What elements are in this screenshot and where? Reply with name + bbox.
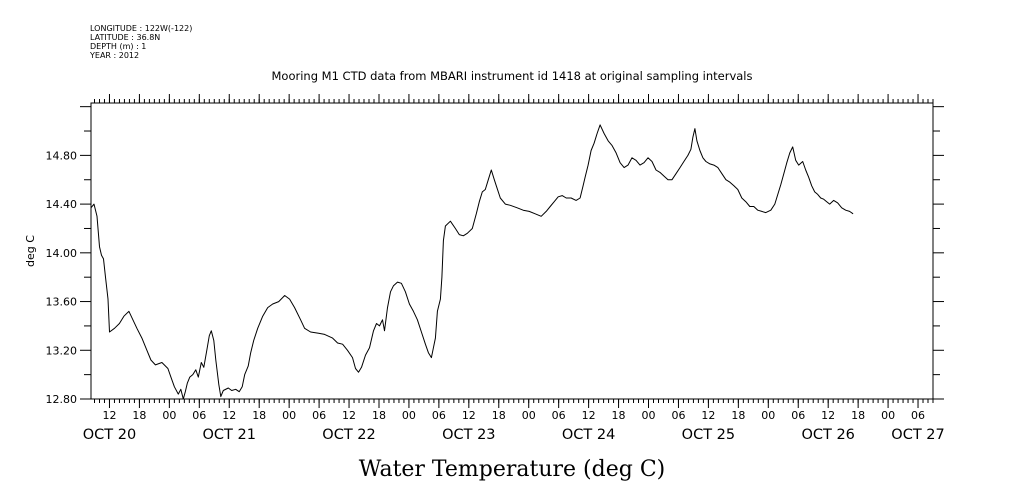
y-tick-label: 14.80: [46, 149, 78, 162]
x-tick-label: 00: [162, 409, 176, 422]
x-tick-label: 00: [402, 409, 416, 422]
x-tick-label: 12: [342, 409, 356, 422]
x-tick-label: 00: [282, 409, 296, 422]
metadata-longitude: LONGITUDE : 122W(-122): [90, 24, 192, 33]
y-tick-label: 12.80: [46, 393, 78, 406]
ticks-layer: [80, 94, 944, 408]
x-tick-label: 06: [552, 409, 566, 422]
y-tick-label: 13.60: [46, 296, 78, 309]
x-tick-label: 18: [492, 409, 506, 422]
x-tick-label: 06: [432, 409, 446, 422]
x-tick-label: 18: [372, 409, 386, 422]
x-date-label: OCT 22: [322, 427, 375, 443]
x-tick-label: 00: [881, 409, 895, 422]
x-tick-label: 12: [462, 409, 476, 422]
x-tick-label: 06: [911, 409, 925, 422]
y-axis-label: deg C: [24, 235, 37, 267]
x-tick-label: 00: [522, 409, 536, 422]
x-date-label: OCT 23: [442, 427, 495, 443]
x-tick-label: 12: [821, 409, 835, 422]
x-tick-label: 06: [192, 409, 206, 422]
x-tick-label: 12: [701, 409, 715, 422]
x-date-label: OCT 21: [203, 427, 256, 443]
x-tick-label: 12: [582, 409, 596, 422]
x-date-label: OCT 26: [801, 427, 854, 443]
metadata-latitude: LATITUDE : 36.8N: [90, 33, 160, 42]
x-tick-label: 06: [791, 409, 805, 422]
x-tick-label: 18: [851, 409, 865, 422]
x-date-label: OCT 25: [682, 427, 735, 443]
tick-labels-layer: 12 18 00 06 12 18 00 06 12 18 00 06 12 18 00 06 12 18 00 06…: [46, 149, 945, 443]
temperature-series-line: [90, 124, 854, 400]
plot-frame: [90, 102, 934, 400]
x-tick-label: 12: [222, 409, 236, 422]
x-tick-label: 00: [642, 409, 656, 422]
metadata-depth: DEPTH (m) : 1: [90, 42, 146, 51]
x-tick-label: 18: [252, 409, 266, 422]
metadata-block: LONGITUDE : 122W(-122) LATITUDE : 36.8N …: [89, 24, 192, 60]
x-date-label: OCT 20: [83, 427, 136, 443]
y-tick-label: 14.40: [46, 198, 78, 211]
x-tick-label: 12: [102, 409, 116, 422]
y-tick-label: 13.20: [46, 344, 78, 357]
x-tick-label: 18: [132, 409, 146, 422]
x-date-label: OCT 27: [891, 427, 944, 443]
x-tick-label: 18: [612, 409, 626, 422]
x-date-label: OCT 24: [562, 427, 615, 443]
x-tick-label: 18: [731, 409, 745, 422]
x-axis-label: Water Temperature (deg C): [359, 457, 666, 482]
chart-title: Mooring M1 CTD data from MBARI instrumen…: [272, 69, 753, 83]
metadata-year: YEAR : 2012: [89, 51, 139, 60]
y-tick-label: 14.00: [46, 247, 78, 260]
x-tick-label: 06: [671, 409, 685, 422]
x-tick-label: 00: [761, 409, 775, 422]
x-tick-label: 06: [312, 409, 326, 422]
